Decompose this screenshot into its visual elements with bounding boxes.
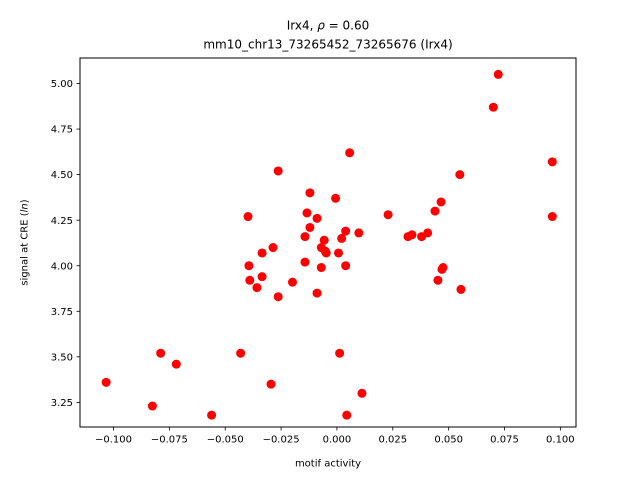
- data-point: [438, 263, 448, 273]
- x-axis-ticks: −0.100 −0.075 −0.050 −0.025 0.000 0.025 0.050 0…: [95, 427, 575, 446]
- data-point: [547, 157, 557, 167]
- data-point: [236, 348, 246, 358]
- data-point: [316, 263, 326, 273]
- chart-title-line-2: mm10_chr13_73265452_73265676 (Irx4): [203, 38, 452, 52]
- chart-title-rho: ρ: [317, 19, 325, 33]
- y-tick-label: 4.50: [51, 170, 73, 181]
- data-point: [312, 288, 322, 298]
- data-point: [456, 284, 466, 294]
- data-point: [207, 410, 217, 420]
- data-point: [341, 261, 351, 271]
- data-point: [383, 210, 393, 220]
- x-tick-label: 0.100: [546, 435, 575, 446]
- x-tick-label: −0.075: [151, 435, 188, 446]
- x-tick-label: −0.025: [263, 435, 300, 446]
- data-point: [252, 283, 262, 293]
- y-axis-label: signal at CRE (ln): [20, 199, 31, 285]
- data-point: [300, 257, 310, 267]
- data-point: [243, 212, 253, 222]
- data-points: [101, 69, 557, 420]
- data-point: [300, 232, 310, 242]
- data-point: [273, 166, 283, 176]
- data-point: [305, 222, 315, 232]
- data-point: [341, 226, 351, 236]
- data-point: [257, 272, 267, 282]
- data-point: [423, 228, 433, 238]
- data-point: [334, 248, 344, 258]
- data-point: [268, 243, 278, 253]
- data-point: [430, 206, 440, 216]
- data-point: [455, 170, 465, 180]
- data-point: [407, 230, 417, 240]
- data-point: [245, 275, 255, 285]
- data-point: [287, 277, 297, 287]
- x-tick-label: 0.000: [323, 435, 352, 446]
- chart-title-rho-value: = 0.60: [325, 19, 369, 33]
- data-point: [337, 233, 347, 243]
- y-tick-label: 5.00: [51, 79, 73, 90]
- y-tick-label: 3.50: [51, 352, 73, 363]
- data-point: [331, 193, 341, 203]
- data-point: [335, 348, 345, 358]
- data-point: [433, 275, 443, 285]
- data-point: [266, 379, 276, 389]
- data-point: [257, 248, 267, 258]
- data-point: [171, 359, 181, 369]
- data-point: [147, 401, 157, 411]
- chart-title-gene: Irx4,: [287, 19, 318, 33]
- y-tick-label: 4.75: [51, 125, 73, 136]
- data-point: [156, 348, 166, 358]
- y-tick-label: 4.25: [51, 216, 73, 227]
- data-point: [101, 377, 111, 387]
- x-tick-label: −0.100: [95, 435, 132, 446]
- data-point: [436, 197, 446, 207]
- data-point: [345, 148, 355, 158]
- chart-title-line-1: Irx4, ρ = 0.60: [287, 19, 370, 33]
- x-tick-label: −0.050: [207, 435, 244, 446]
- x-tick-label: 0.075: [490, 435, 519, 446]
- data-point: [319, 235, 329, 245]
- data-point: [488, 102, 498, 112]
- y-tick-label: 4.00: [51, 261, 73, 272]
- x-axis-label: motif activity: [295, 459, 361, 470]
- y-axis-label-italic: ln: [20, 203, 31, 212]
- x-tick-label: 0.025: [378, 435, 407, 446]
- data-point: [302, 208, 312, 218]
- data-point: [493, 69, 503, 79]
- data-point: [273, 292, 283, 302]
- plot-frame: [79, 57, 577, 428]
- data-point: [547, 212, 557, 222]
- data-point: [321, 248, 331, 258]
- y-tick-label: 3.25: [51, 398, 73, 409]
- data-point: [244, 261, 254, 271]
- data-point: [342, 410, 352, 420]
- y-axis-ticks: 3.25 3.50 3.75 4.00 4.25 4.50 4.75 5.00: [51, 79, 80, 409]
- y-axis-label-prefix: signal at CRE (: [20, 212, 31, 285]
- data-point: [312, 213, 322, 223]
- data-point: [305, 188, 315, 198]
- y-tick-label: 3.75: [51, 307, 73, 318]
- data-point: [357, 388, 367, 398]
- data-point: [354, 228, 364, 238]
- y-axis-label-suffix: ): [20, 199, 31, 203]
- x-tick-label: 0.050: [434, 435, 463, 446]
